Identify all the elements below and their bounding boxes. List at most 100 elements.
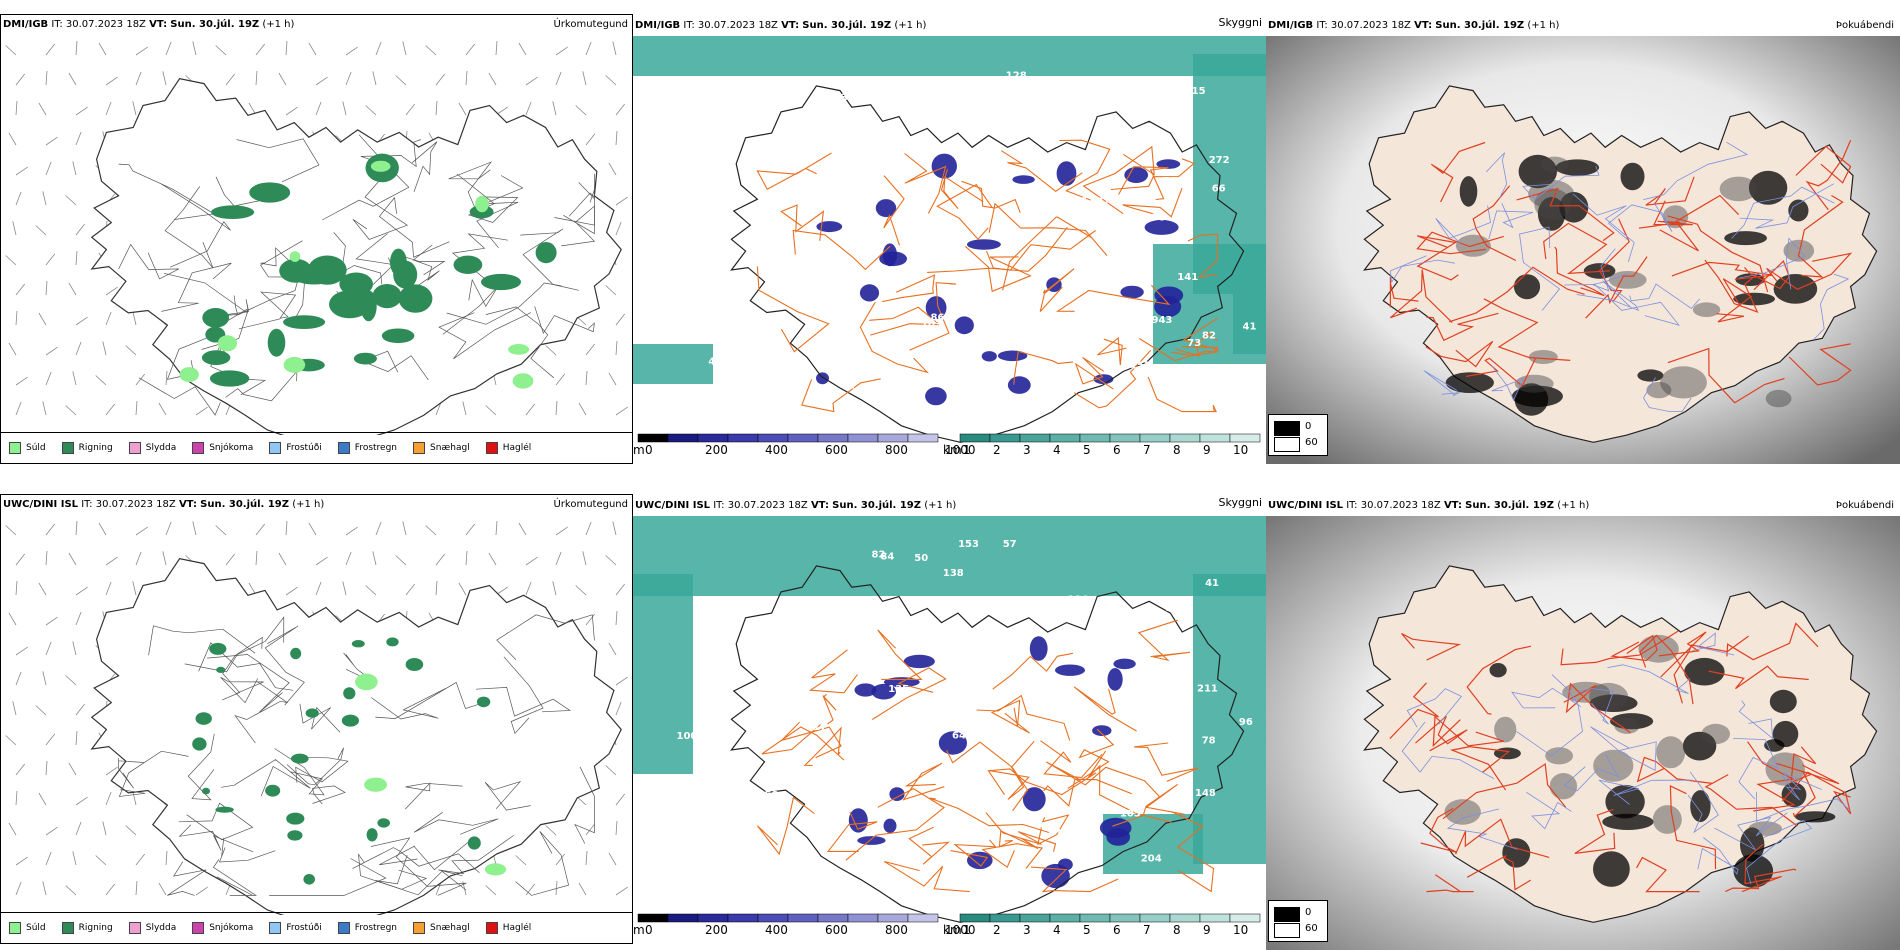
- scale-tick: 2: [993, 923, 1001, 937]
- iceland-land: [1363, 85, 1878, 443]
- cloud-base-label: 42: [1075, 156, 1089, 167]
- scale-unit: m: [633, 443, 645, 457]
- it-label: IT:: [713, 500, 725, 511]
- fog-key: 0 60: [1268, 414, 1328, 456]
- cloud-base-label: 41: [1205, 578, 1219, 589]
- top-precip-header: DMI/IGB IT: 30.07.2023 18Z VT: Sun. 30.j…: [3, 19, 294, 30]
- top-fog-map: [1266, 36, 1900, 464]
- cloud-base-label: 86: [931, 313, 945, 324]
- cloud-base-label: 135: [888, 684, 909, 695]
- cloud-base-label: 84: [1054, 824, 1068, 835]
- cloud-base-label: 24: [703, 320, 717, 331]
- top-cloud-header: DMI/IGB IT: 30.07.2023 18Z VT: Sun. 30.j…: [635, 20, 926, 31]
- bottom-precip-panel: UWC/DINI ISL IT: 30.07.2023 18Z VT: Sun.…: [0, 494, 633, 944]
- scale-tick: 0: [645, 923, 653, 937]
- rivers: [1401, 632, 1851, 885]
- precip-areas: [179, 153, 557, 389]
- vt-label: VT:: [781, 20, 800, 31]
- legend-swatch: [192, 922, 205, 934]
- bottom-cloud-panel: UWC/DINI ISL IT: 30.07.2023 18Z VT: Sun.…: [633, 494, 1266, 944]
- it-label: IT:: [81, 499, 93, 510]
- cloud-base-label: 77: [921, 716, 935, 727]
- cloud-base-label: 157: [1130, 360, 1151, 371]
- cloud-blue-area: [816, 153, 1184, 406]
- cloud-base-label: 111: [712, 675, 733, 686]
- cloud-base-label: 117: [806, 722, 827, 733]
- cloud-base-label: 943: [1152, 315, 1173, 326]
- cloud-base-label: 82: [1202, 330, 1216, 341]
- cloud-base-label: 53: [741, 598, 755, 609]
- cloud-base-label: 43: [1081, 194, 1095, 205]
- scale-unit: km: [943, 923, 962, 937]
- legend-swatch: [61, 922, 74, 934]
- model-name: DMI/IGB: [1268, 20, 1314, 31]
- scale-tick: 9: [1203, 923, 1211, 937]
- rivers: [1389, 141, 1850, 412]
- cloud-base-label: 116: [1068, 595, 1089, 606]
- it-label: IT:: [51, 19, 63, 30]
- scale-tick: 10: [1233, 923, 1248, 937]
- cloud-base-label: 226: [866, 851, 887, 862]
- legend-label: Frostúði: [286, 443, 322, 453]
- legend-item: Snæhagl: [413, 922, 470, 934]
- cloud-base-label: 41: [841, 380, 855, 391]
- legend-item: Frostúði: [269, 442, 322, 454]
- top-fog-header: DMI/IGB IT: 30.07.2023 18Z VT: Sun. 30.j…: [1268, 20, 1559, 31]
- vt-label: VT:: [1443, 500, 1462, 511]
- cloud-base-label: 128: [1006, 71, 1027, 82]
- legend-swatch: [485, 922, 498, 934]
- cloud-base-label: 84: [880, 552, 894, 563]
- cloud-base-label: 73: [1187, 338, 1201, 349]
- cloud-base-label: 96: [1239, 717, 1253, 728]
- legend-swatch: [61, 442, 74, 454]
- cloud-base-label: 85: [1034, 99, 1048, 110]
- legend-label: Rigning: [78, 923, 113, 933]
- it-value: 30.07.2023 18Z: [697, 20, 778, 31]
- cloud-base-label: 75: [1152, 213, 1166, 224]
- scale-tick: 6: [1113, 443, 1121, 457]
- offset: (+1 h): [894, 20, 927, 31]
- offset: (+1 h): [1527, 20, 1560, 31]
- cloud-base-label: 58: [765, 790, 779, 801]
- fog-key-white: [1274, 923, 1300, 938]
- cloud-base-label: 54: [1162, 176, 1176, 187]
- cloud-teal-area: [633, 516, 1266, 874]
- scale-tick: 200: [705, 923, 728, 937]
- legend-swatch: [413, 922, 426, 934]
- scale-tick: 7: [1143, 923, 1151, 937]
- scale-tick: 400: [765, 443, 788, 457]
- vt-value: Sun. 30.júl. 19Z: [1465, 500, 1554, 511]
- fog-key-white: [1274, 437, 1300, 452]
- legend-swatch: [9, 922, 21, 934]
- cloud-base-label: 47: [717, 244, 731, 255]
- vt-label: VT:: [178, 499, 197, 510]
- legend-label: Snjókoma: [209, 923, 254, 933]
- cloud-base-label: 100: [677, 731, 698, 742]
- scale-tick: 1000: [945, 443, 976, 457]
- fog-key: 0 60: [1268, 900, 1328, 942]
- legend-item: Rigning: [61, 922, 113, 934]
- iceland-outline: [730, 565, 1245, 923]
- legend-item: Rigning: [61, 442, 113, 454]
- scale-tick: 400: [765, 923, 788, 937]
- cloud-base-label: 60: [1097, 329, 1111, 340]
- offset: (+1 h): [262, 19, 295, 30]
- offset: (+1 h): [292, 499, 325, 510]
- cloud-base-label: 141: [1177, 272, 1198, 283]
- roads: [118, 614, 595, 896]
- scale-unit: m: [633, 923, 645, 937]
- cloud-base-label: 377: [1089, 196, 1110, 207]
- cloud-base-label: 66: [1212, 184, 1226, 195]
- top-cloud-title: Skyggni: [1218, 16, 1262, 29]
- legend-label: Frostregn: [354, 923, 398, 933]
- cloud-base-label: 50: [727, 795, 741, 806]
- cloud-base-label: 57: [1003, 539, 1017, 550]
- scale-unit: km: [943, 443, 962, 457]
- bottom-cloud-header: UWC/DINI ISL IT: 30.07.2023 18Z VT: Sun.…: [635, 500, 956, 511]
- top-precip-map: [5, 40, 628, 435]
- scale-tick: 600: [825, 443, 848, 457]
- cloud-base-label: 124: [1064, 675, 1085, 686]
- legend-swatch: [128, 922, 141, 934]
- cloud-base-label: 103: [921, 319, 942, 330]
- bottom-fog-map: [1266, 516, 1900, 950]
